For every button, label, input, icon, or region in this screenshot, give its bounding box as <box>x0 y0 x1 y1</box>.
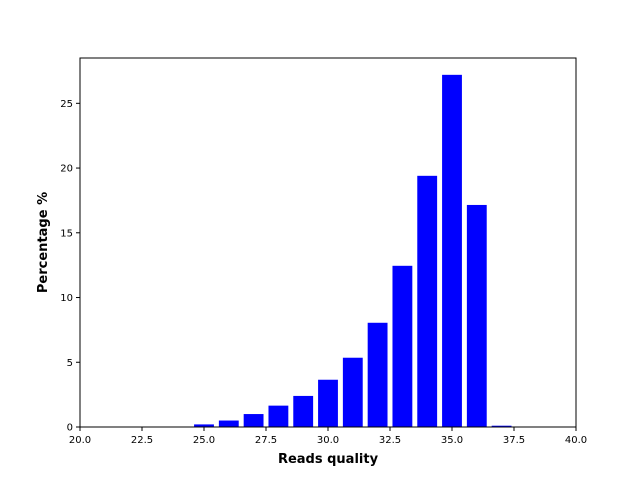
x-tick-label: 22.5 <box>131 435 153 446</box>
bar <box>466 204 487 427</box>
bar <box>442 74 462 428</box>
bar <box>218 420 239 427</box>
x-tick-label: 27.5 <box>255 435 277 446</box>
bar <box>268 405 289 427</box>
y-tick-label: 10 <box>60 293 73 304</box>
bar <box>392 265 413 427</box>
x-tick-label: 37.5 <box>503 435 525 446</box>
bar <box>243 414 264 427</box>
y-tick-label: 25 <box>60 99 73 110</box>
y-tick-label: 20 <box>60 164 73 175</box>
y-axis-label: Percentage % <box>36 192 51 293</box>
x-tick-label: 30.0 <box>317 435 339 446</box>
y-tick-label: 5 <box>67 358 73 369</box>
bar <box>417 175 438 427</box>
x-tick-label: 20.0 <box>69 435 91 446</box>
bar <box>491 425 512 427</box>
bars <box>194 74 512 428</box>
x-tick-label: 40.0 <box>565 435 587 446</box>
bar <box>367 322 388 427</box>
x-tick-label: 25.0 <box>193 435 215 446</box>
bar <box>318 379 338 427</box>
y-tick-label: 15 <box>60 228 73 239</box>
bar <box>342 357 363 427</box>
x-tick-label: 35.0 <box>441 435 463 446</box>
y-tick-label: 0 <box>67 423 73 434</box>
bar <box>194 424 214 427</box>
y-axis-ticks: 0 5 10 15 20 25 <box>60 99 80 434</box>
x-axis-ticks: 20.0 22.5 25.0 27.5 30.0 32.5 35.0 37.5 40.0 <box>69 427 587 446</box>
bar <box>293 395 314 427</box>
x-axis-label: Reads quality <box>278 452 379 467</box>
plot-frame <box>79 57 577 428</box>
x-tick-label: 32.5 <box>379 435 401 446</box>
